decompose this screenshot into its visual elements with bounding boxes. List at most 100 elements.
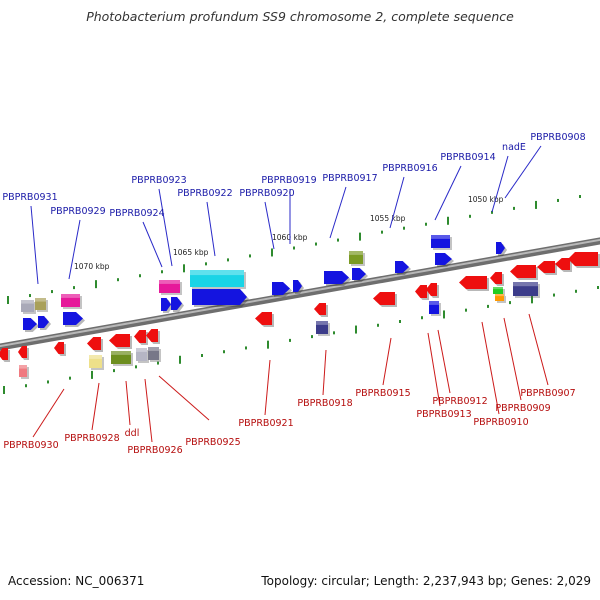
dotted-tracks (3, 195, 599, 394)
gene-arrow (63, 312, 83, 325)
track-tick (487, 304, 489, 308)
gene-arrow (324, 271, 349, 284)
forward-gene-label: PBPRB0923 (131, 175, 186, 186)
reverse-gene-label: PBPRB0910 (473, 417, 528, 428)
gene-block (111, 351, 131, 364)
track-tick (29, 294, 31, 298)
gene-block (19, 365, 27, 377)
accession-text: Accession: NC_006371 (8, 574, 145, 588)
track-tick (575, 289, 577, 293)
forward-leader (206, 201, 216, 257)
gene-arrow (38, 316, 49, 328)
gene-block-shine (513, 282, 538, 287)
page-title: Photobacterium profundum SS9 chromosome … (86, 9, 514, 24)
scale-label: 1065 kbp (173, 248, 209, 257)
gene-block-shine (89, 355, 102, 359)
gene-block-shine (431, 235, 450, 239)
gene-block-shine (136, 348, 147, 352)
track-tick (311, 335, 313, 339)
reverse-leader (503, 317, 522, 401)
reverse-leader (427, 332, 441, 407)
gene-block (493, 287, 503, 294)
track-tick (69, 376, 71, 380)
track-tick (337, 238, 339, 242)
gene-arrow (496, 242, 505, 254)
gene-block (35, 298, 46, 310)
reverse-gene-label: PBPRB0930 (3, 440, 58, 451)
chromosome-backbone (0, 237, 600, 351)
gene-arrow (426, 283, 437, 296)
track-tick (579, 195, 581, 198)
gene-arrow (23, 318, 37, 330)
forward-leader (389, 176, 405, 229)
gene-block (21, 300, 34, 312)
forward-leader (264, 201, 275, 250)
gene-block (61, 294, 80, 307)
gene-arrow (255, 312, 272, 325)
track-tick (3, 386, 5, 394)
forward-leader (158, 188, 173, 267)
gene-arrow (272, 282, 290, 295)
genes (0, 235, 600, 379)
scale-label: 1070 kbp (74, 262, 110, 271)
gene-block-shine (495, 294, 504, 297)
gene-block (349, 251, 363, 264)
reverse-gene-label: PBPRB0912 (432, 396, 487, 407)
track-tick (513, 206, 515, 210)
forward-leader (504, 145, 542, 199)
forward-gene-label: PBPRB0914 (440, 152, 495, 163)
track-tick (465, 308, 467, 312)
track-tick (227, 258, 229, 262)
gene-arrow (314, 303, 326, 315)
track-tick (289, 338, 291, 342)
track-tick (469, 214, 471, 218)
forward-gene-label: PBPRB0908 (530, 132, 585, 143)
forward-gene-label: PBPRB0929 (50, 206, 105, 217)
gene-block-shine (21, 300, 34, 304)
reverse-gene-label: PBPRB0907 (520, 388, 575, 399)
gene-block (316, 321, 328, 334)
track-tick (117, 278, 119, 282)
gene-arrow (555, 258, 570, 270)
track-tick (245, 346, 247, 350)
gene-arrow (459, 276, 487, 289)
reverse-leader (382, 337, 392, 386)
scale-label: 1050 kbp (468, 195, 504, 204)
track-tick (381, 230, 383, 234)
gene-arrow (395, 261, 409, 273)
gene-arrow (510, 265, 536, 278)
track-tick (557, 198, 559, 202)
gene-arrow (537, 261, 555, 273)
track-tick (421, 316, 423, 320)
gene-arrow (161, 298, 171, 311)
track-tick (47, 380, 49, 384)
track-tick (201, 354, 203, 357)
forward-gene-label: PBPRB0920 (239, 188, 294, 199)
forward-leader (68, 219, 81, 280)
reverse-leader (322, 349, 327, 396)
gene-block-shine (190, 270, 244, 276)
track-tick (249, 254, 251, 258)
track-tick (51, 290, 53, 294)
track-tick (7, 296, 9, 304)
track-tick (25, 384, 27, 388)
track-tick (535, 200, 537, 209)
gene-block-shine (111, 351, 131, 355)
track-tick (205, 262, 207, 266)
forward-gene-label: PBPRB0924 (109, 208, 164, 219)
track-tick (553, 293, 555, 297)
gene-arrow (435, 253, 452, 265)
gene-arrow (171, 297, 182, 310)
forward-leader (142, 221, 163, 268)
gene-arrow (18, 346, 27, 358)
gene-block-shine (316, 321, 328, 325)
gene-arrow (54, 342, 64, 354)
forward-leader (434, 165, 462, 221)
forward-gene-label: PBPRB0916 (382, 163, 437, 174)
track-tick (139, 274, 141, 278)
forward-gene-label: PBPRB0917 (322, 173, 377, 184)
track-tick (157, 361, 159, 365)
gene-arrow (490, 272, 502, 284)
